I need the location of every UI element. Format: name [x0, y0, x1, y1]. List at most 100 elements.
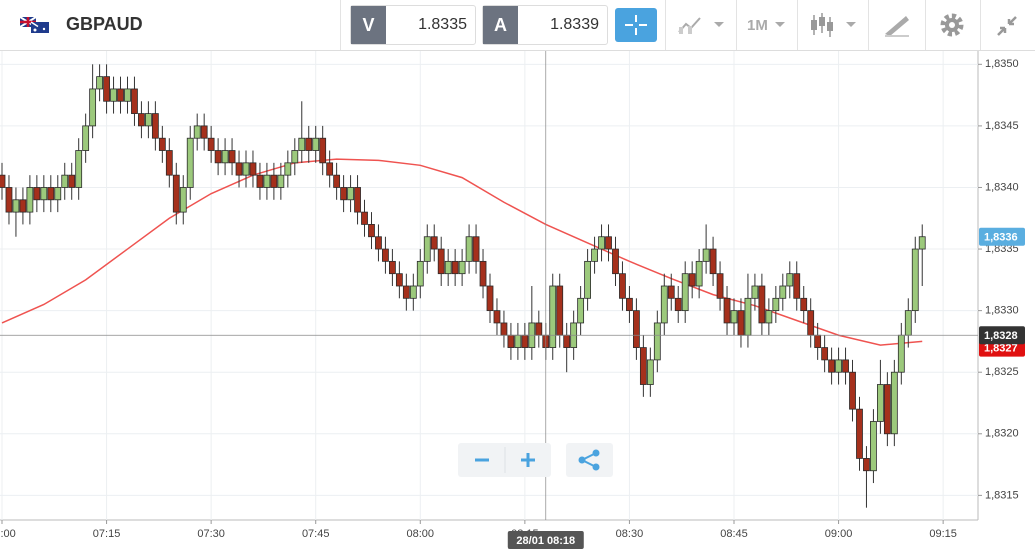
candle-body: [333, 174, 341, 188]
candle-body: [207, 137, 215, 151]
candle-body: [312, 137, 320, 151]
candle-body: [402, 285, 410, 299]
candle-body: [660, 285, 668, 324]
candle-body: [117, 88, 124, 102]
candle-body: [110, 88, 117, 102]
price-tag-label: 1,8336: [984, 232, 1018, 244]
candle-body: [263, 174, 271, 188]
candle-body: [626, 297, 633, 312]
candle-body: [493, 310, 501, 324]
candle-body: [751, 285, 759, 299]
candle-body: [437, 248, 445, 275]
candle-body: [807, 310, 815, 336]
timeframe[interactable]: 1M: [747, 17, 768, 34]
candle-body: [221, 150, 229, 164]
candle-body: [256, 174, 264, 188]
candle-body: [0, 174, 6, 188]
settings-button[interactable]: [938, 11, 966, 39]
candle-body: [382, 248, 389, 262]
candle-body: [26, 187, 34, 213]
y-tick-label: 1,8320: [985, 428, 1019, 440]
candle-body: [863, 458, 870, 472]
candle-body: [186, 137, 194, 188]
candle-body: [298, 137, 306, 151]
candle-body: [284, 162, 292, 176]
x-tick-label: 08:00: [407, 528, 435, 540]
candle-body: [674, 297, 682, 312]
candle-body: [890, 371, 898, 435]
candle-body: [423, 236, 431, 262]
x-tick-label: 07:15: [93, 528, 121, 540]
zoom-group: [458, 443, 551, 477]
candle-body: [842, 359, 849, 373]
candle-body: [667, 285, 675, 299]
candle-body: [33, 187, 41, 201]
candle-body: [584, 260, 591, 299]
candle-body: [179, 187, 187, 213]
candle-body: [828, 359, 835, 373]
buy-button[interactable]: A 1.8339: [482, 5, 608, 45]
candle-body: [172, 174, 180, 213]
candle-body: [786, 273, 794, 287]
candle-body: [326, 162, 334, 176]
price-tag: [979, 227, 1025, 246]
zoom-buttons[interactable]: [458, 443, 551, 477]
candle-body: [158, 137, 166, 151]
candle-body: [305, 137, 313, 151]
candle-body: [89, 88, 97, 127]
sell-button[interactable]: V 1.8335: [350, 5, 476, 45]
crosshair-x-label: 28/01 08:18: [516, 535, 575, 547]
x-tick-label: 09:00: [825, 528, 853, 540]
symbol: GBPAUD: [66, 14, 143, 34]
candle-body: [500, 322, 508, 336]
draw-tools-button[interactable]: [882, 12, 912, 38]
crosshair-button[interactable]: [615, 8, 657, 42]
candle-body: [103, 76, 110, 102]
candle-body: [416, 260, 424, 287]
share-button[interactable]: [566, 443, 613, 477]
candle-body: [291, 150, 299, 164]
candle-body: [897, 334, 905, 373]
candle-body: [695, 260, 703, 287]
candle-body: [138, 113, 145, 127]
candle-body: [653, 322, 661, 361]
candle-body: [577, 297, 585, 324]
crosshair-x-tag: [507, 531, 584, 549]
candle-body: [444, 260, 452, 275]
buy-label: A: [483, 6, 518, 44]
candle-body: [40, 187, 48, 201]
candle-body: [458, 260, 466, 275]
candle-body: [744, 297, 752, 336]
candle-body: [472, 236, 480, 262]
candle-body: [354, 187, 361, 213]
candle-body: [779, 285, 787, 299]
candle-body: [368, 224, 375, 238]
candle-body: [5, 187, 13, 213]
candle-body: [716, 273, 724, 299]
candle-body: [361, 211, 368, 225]
toolbar: GBPAUD V 1.8335 A 1.8339 1M: [0, 0, 1035, 51]
candle-body: [409, 285, 417, 299]
candle-body: [918, 236, 926, 250]
candle-type-button[interactable]: [810, 12, 860, 38]
candle-body: [911, 248, 919, 312]
chart-type-button[interactable]: [676, 14, 730, 36]
candle-body: [151, 113, 159, 139]
candle-body: [47, 187, 55, 201]
candle-body: [556, 285, 564, 336]
collapse-button[interactable]: [994, 13, 1020, 39]
plot-area: [0, 50, 978, 520]
candle-body: [605, 236, 612, 250]
sell-price: 1.8335: [418, 16, 467, 33]
crosshair-y-label: 1,8328: [984, 330, 1018, 342]
candle-body: [772, 297, 780, 312]
candle-body: [395, 273, 403, 287]
candle-body: [849, 371, 856, 410]
candle-body: [800, 297, 808, 312]
candle-body: [591, 248, 598, 262]
y-tick-label: 1,8350: [985, 58, 1019, 70]
candle-body: [277, 174, 285, 188]
candle-body: [549, 285, 557, 348]
candle-body: [75, 150, 83, 188]
